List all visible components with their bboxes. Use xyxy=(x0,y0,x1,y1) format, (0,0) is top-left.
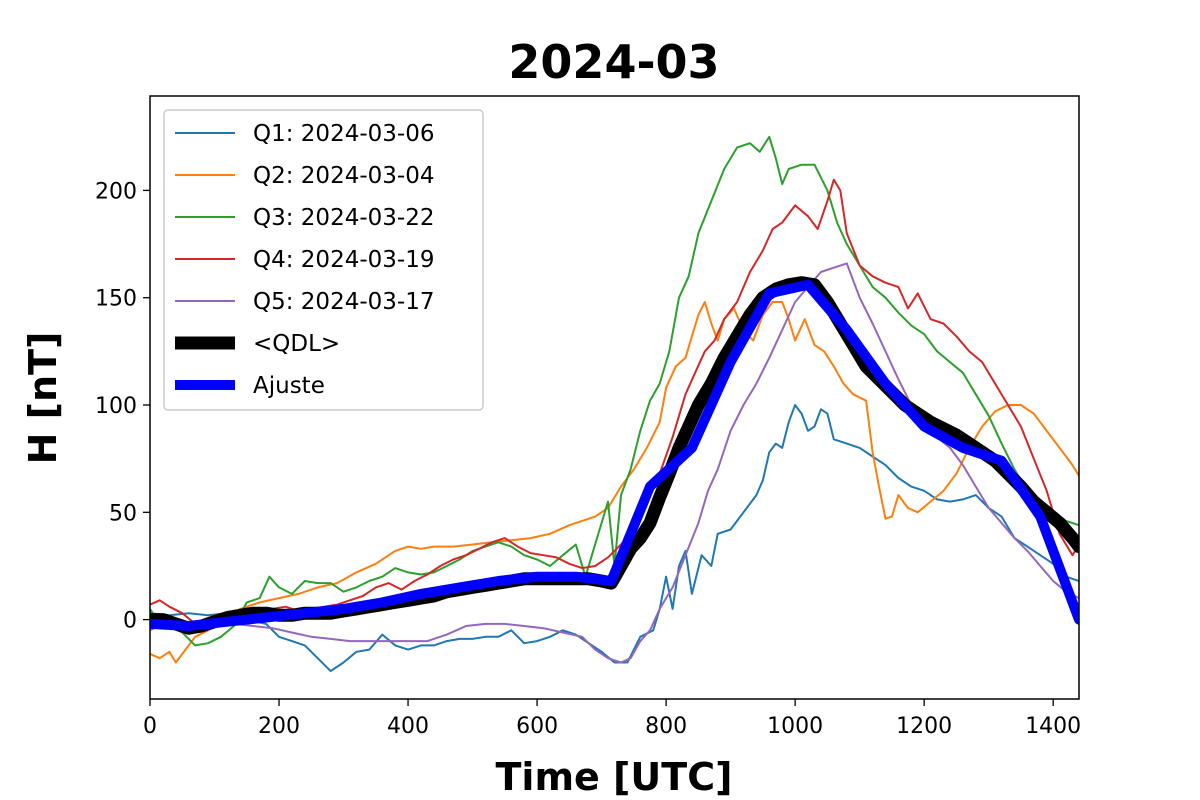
legend-label-6: Ajuste xyxy=(253,373,325,399)
y-tick-label: 50 xyxy=(109,501,137,526)
series-layer xyxy=(150,135,1079,673)
x-axis-label: Time [UTC] xyxy=(496,755,733,799)
series-line-6 xyxy=(150,279,1079,631)
x-tick-label: 600 xyxy=(516,714,558,739)
series-line-1 xyxy=(150,301,1079,664)
series-line-2 xyxy=(150,135,1079,647)
y-tick-label: 200 xyxy=(95,179,137,204)
x-tick-label: 400 xyxy=(387,714,429,739)
x-tick-label: 1000 xyxy=(767,714,823,739)
x-tick-label: 800 xyxy=(645,714,687,739)
x-tick-label: 200 xyxy=(258,714,300,739)
y-tick-label: 100 xyxy=(95,394,137,419)
legend: Q1: 2024-03-06 Q2: 2024-03-04 Q3: 2024-03-… xyxy=(163,109,484,411)
legend-box xyxy=(163,109,484,411)
series-line-0 xyxy=(150,404,1079,673)
chart-title: 2024-03 xyxy=(508,35,719,89)
y-tick-label: 150 xyxy=(95,287,137,312)
legend-label-1: Q2: 2024-03-04 xyxy=(253,163,434,189)
legend-label-2: Q3: 2024-03-22 xyxy=(253,205,434,231)
x-tick-label: 0 xyxy=(143,714,157,739)
legend-label-0: Q1: 2024-03-06 xyxy=(253,121,434,147)
plot-frame xyxy=(149,95,1080,700)
y-axis: 0 50 100 150 200 xyxy=(95,179,150,634)
x-tick-label: 1400 xyxy=(1025,714,1081,739)
y-axis-label: H [nT] xyxy=(21,332,65,465)
y-tick-label: 0 xyxy=(123,609,137,634)
legend-label-5: <QDL> xyxy=(253,331,340,357)
x-tick-label: 1200 xyxy=(896,714,952,739)
x-axis: 0 200 400 600 800 1000 1200 1400 xyxy=(143,699,1081,739)
legend-label-4: Q5: 2024-03-17 xyxy=(253,289,434,315)
legend-label-3: Q4: 2024-03-19 xyxy=(253,247,434,273)
